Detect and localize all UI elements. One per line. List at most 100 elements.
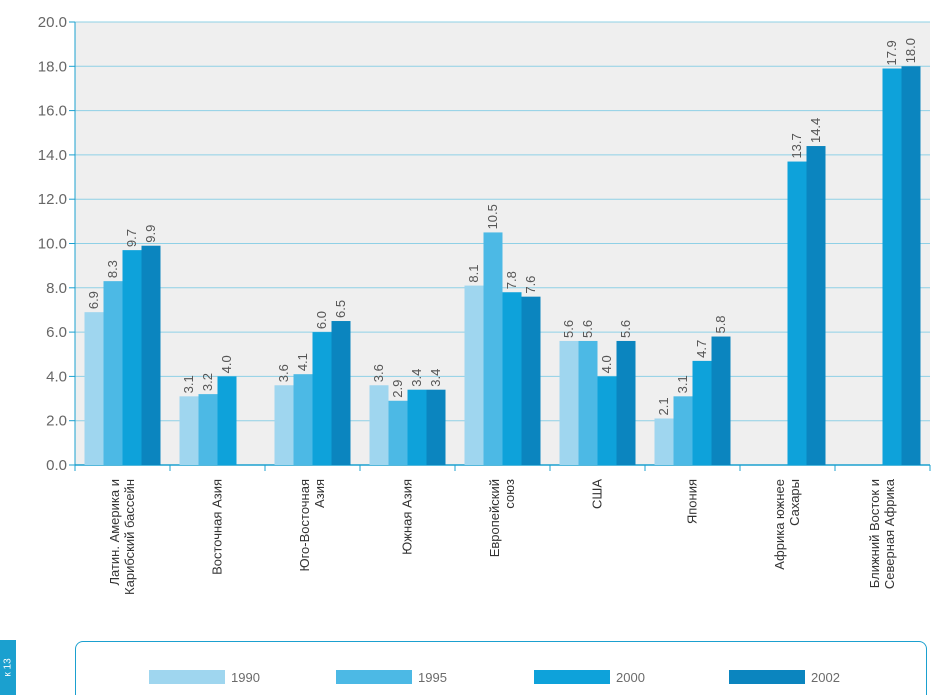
y-tick-label: 10.0 <box>38 236 67 253</box>
data-label: 3.2 <box>200 373 215 391</box>
y-tick-label: 14.0 <box>38 147 67 164</box>
data-label: 7.8 <box>504 271 519 289</box>
legend-item-2000: 2000 <box>534 669 645 685</box>
bar-chart: 0.0 2.0 4.0 6.0 8.0 10.0 12.0 14.0 16.0 18.0 20.0 6… <box>38 14 931 595</box>
data-label: 6.5 <box>333 300 348 318</box>
y-tick-label: 18.0 <box>38 58 67 75</box>
legend-item-2002: 2002 <box>729 669 840 685</box>
bar <box>84 312 104 465</box>
y-tick-label: 4.0 <box>46 368 67 385</box>
x-category-label-line: Северная Африка <box>882 478 897 589</box>
data-label: 3.6 <box>276 364 291 382</box>
x-category-label-line: Юго-Восточная <box>297 479 312 572</box>
x-category-label: Африка южнееСахары <box>772 479 802 570</box>
legend-swatch-1990 <box>149 670 225 684</box>
x-category-label: Южная Азия <box>400 479 415 555</box>
bar <box>502 292 522 465</box>
x-category-label-line: Восточная Азия <box>210 479 225 575</box>
data-label: 18.0 <box>903 38 918 63</box>
bar <box>787 161 807 466</box>
legend: 1990 1995 2000 2002 <box>75 641 927 695</box>
bar <box>483 232 503 465</box>
bar <box>312 332 332 465</box>
x-category-label-line: Япония <box>685 479 700 524</box>
y-tick-label: 16.0 <box>38 103 67 120</box>
y-tick-label: 8.0 <box>46 280 67 297</box>
bar <box>217 376 237 465</box>
x-category-label-line: Карибский бассейн <box>122 479 137 595</box>
bar <box>388 400 408 465</box>
x-category-label-line: союз <box>502 479 517 509</box>
bar <box>331 321 351 465</box>
bar <box>122 250 142 465</box>
bar <box>559 340 579 465</box>
bar <box>141 245 161 465</box>
data-label: 5.8 <box>713 315 728 333</box>
legend-swatch-2002 <box>729 670 805 684</box>
legend-label-1995: 1995 <box>418 669 447 685</box>
x-category-label: Япония <box>685 479 700 524</box>
data-label: 5.6 <box>618 320 633 338</box>
x-category-label-line: Сахары <box>787 479 802 526</box>
x-category-label: Ближний Восток иСеверная Африка <box>867 478 897 589</box>
bar <box>426 389 446 465</box>
bar <box>578 340 598 465</box>
side-tab: к 13 <box>0 640 16 695</box>
x-category-label: США <box>590 479 605 509</box>
bar <box>597 376 617 465</box>
data-label: 5.6 <box>561 320 576 338</box>
bar <box>521 296 541 465</box>
x-category-label: Европейскийсоюз <box>487 479 517 557</box>
data-label: 3.1 <box>675 375 690 393</box>
bar <box>103 281 123 465</box>
bar <box>616 340 636 465</box>
bar <box>711 336 731 465</box>
bar <box>407 389 427 465</box>
legend-item-1995: 1995 <box>336 669 447 685</box>
bar <box>692 360 712 465</box>
x-category-label-line: Ближний Восток и <box>867 479 882 588</box>
data-label: 4.0 <box>219 355 234 373</box>
data-label: 13.7 <box>789 133 804 158</box>
legend-swatch-2000 <box>534 670 610 684</box>
bar <box>806 146 826 466</box>
y-tick-label: 0.0 <box>46 457 67 474</box>
legend-label-2000: 2000 <box>616 669 645 685</box>
data-label: 6.0 <box>314 311 329 329</box>
y-tick-label: 20.0 <box>38 14 67 31</box>
data-label: 9.9 <box>143 225 158 243</box>
legend-swatch-1995 <box>336 670 412 684</box>
data-label: 17.9 <box>884 40 899 65</box>
data-label: 4.7 <box>694 340 709 358</box>
bar <box>901 66 921 466</box>
bar <box>464 285 484 465</box>
data-label: 2.9 <box>390 380 405 398</box>
data-label: 3.4 <box>428 369 443 387</box>
data-label: 5.6 <box>580 320 595 338</box>
bar <box>198 394 218 465</box>
x-category-label-line: Латин. Америка и <box>107 479 122 586</box>
bar <box>882 68 902 465</box>
y-tick-label: 6.0 <box>46 324 67 341</box>
legend-label-1990: 1990 <box>231 669 260 685</box>
bar <box>673 396 693 465</box>
x-category-label-line: США <box>590 479 605 509</box>
data-label: 3.6 <box>371 364 386 382</box>
x-category-label: Восточная Азия <box>210 479 225 575</box>
bar <box>369 385 389 465</box>
x-category-label-line: Африка южнее <box>772 479 787 570</box>
data-label: 9.7 <box>124 229 139 247</box>
data-label: 3.1 <box>181 375 196 393</box>
data-label: 3.4 <box>409 369 424 387</box>
data-label: 10.5 <box>485 204 500 229</box>
data-label: 6.9 <box>86 291 101 309</box>
data-label: 4.0 <box>599 355 614 373</box>
data-label: 4.1 <box>295 353 310 371</box>
y-tick-label: 12.0 <box>38 191 67 208</box>
y-tick-label: 2.0 <box>46 413 67 430</box>
x-category-label-line: Азия <box>312 479 327 508</box>
x-category-label-line: Южная Азия <box>400 479 415 555</box>
side-tab-label: к 13 <box>2 658 14 677</box>
data-label: 2.1 <box>656 397 671 415</box>
data-label: 8.3 <box>105 260 120 278</box>
